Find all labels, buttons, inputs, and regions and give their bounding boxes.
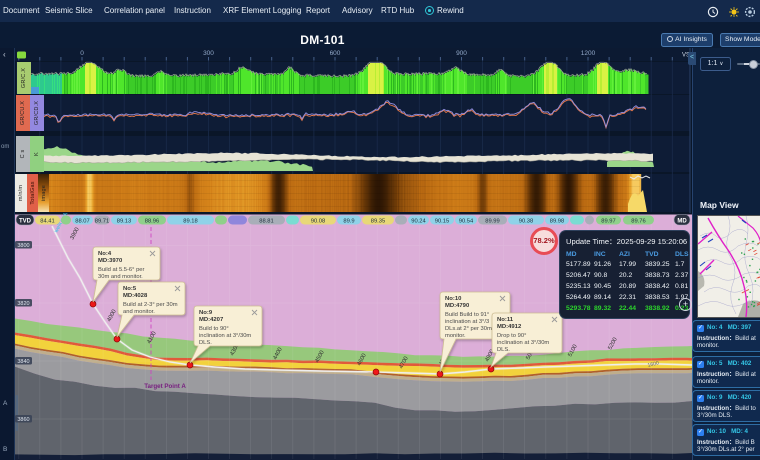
svg-text:3820: 3820	[17, 301, 29, 307]
svg-text:No:5: No:5	[123, 286, 137, 292]
svg-text:4500: 4500	[314, 350, 325, 364]
svg-text:4900: 4900	[484, 349, 495, 363]
svg-text:89.71: 89.71	[95, 218, 110, 224]
svg-text:3860: 3860	[17, 417, 29, 423]
svg-text:89.18: 89.18	[183, 218, 198, 224]
svg-text:900: 900	[456, 50, 467, 57]
svg-text:Target Point A: Target Point A	[144, 383, 186, 390]
svg-text:DLS.: DLS.	[497, 347, 510, 353]
svg-text:4000: 4000	[106, 309, 117, 323]
svg-text:inclination at 3°/30m: inclination at 3°/30m	[199, 333, 251, 339]
svg-text:89.35: 89.35	[371, 218, 386, 224]
svg-text:inclination at 3°/30m: inclination at 3°/30m	[497, 340, 549, 346]
svg-text:4100: 4100	[146, 331, 157, 345]
svg-text:MD: MD	[677, 219, 687, 225]
svg-text:TVD: TVD	[19, 219, 32, 225]
svg-text:600: 600	[330, 50, 341, 57]
svg-text:89.99: 89.99	[485, 218, 500, 224]
svg-text:90.08: 90.08	[311, 218, 326, 224]
svg-text:DLS.: DLS.	[199, 340, 212, 346]
svg-text:89.76: 89.76	[631, 218, 646, 224]
svg-text:No:4: No:4	[98, 251, 112, 257]
svg-text:MD:4028: MD:4028	[123, 293, 148, 299]
svg-text:90.15: 90.15	[435, 218, 450, 224]
svg-text:4300: 4300	[229, 343, 240, 357]
svg-text:monitor.: monitor.	[445, 333, 466, 339]
svg-text:Drop to 90°: Drop to 90°	[497, 333, 526, 339]
svg-text:MD:4912: MD:4912	[497, 324, 522, 330]
svg-text:5000: 5000	[525, 347, 536, 361]
svg-text:89.9: 89.9	[343, 218, 354, 224]
svg-text:5200: 5200	[607, 337, 618, 351]
svg-text:Build Build to 91°: Build Build to 91°	[445, 312, 489, 318]
svg-text:Build at 2-3° per 30m: Build at 2-3° per 30m	[123, 302, 178, 308]
svg-text:4700: 4700	[398, 356, 409, 370]
svg-text:89.98: 89.98	[550, 218, 565, 224]
svg-text:MD:4207: MD:4207	[199, 317, 224, 323]
svg-text:0: 0	[80, 50, 84, 57]
svg-text:84.41: 84.41	[40, 218, 55, 224]
svg-text:89.97: 89.97	[601, 218, 616, 224]
svg-text:88.96: 88.96	[145, 218, 160, 224]
svg-text:Build to 90°: Build to 90°	[199, 326, 229, 332]
svg-text:90.54: 90.54	[459, 218, 474, 224]
svg-text:3900: 3900	[69, 227, 80, 241]
svg-text:88.07: 88.07	[75, 218, 90, 224]
svg-text:Build at 5.5-6° per: Build at 5.5-6° per	[98, 267, 145, 273]
svg-text:3800: 3800	[17, 243, 29, 249]
svg-text:88.81: 88.81	[259, 218, 274, 224]
svg-text:No:11: No:11	[497, 317, 514, 323]
svg-text:inclination at 3°/3: inclination at 3°/3	[445, 319, 489, 325]
svg-text:89.13: 89.13	[117, 218, 132, 224]
svg-text:4600: 4600	[356, 353, 367, 367]
svg-text:4400: 4400	[272, 347, 283, 361]
svg-text:No:10: No:10	[445, 296, 462, 302]
svg-text:3840: 3840	[17, 359, 29, 365]
svg-text:DLs.at 2° per 30m: DLs.at 2° per 30m	[445, 326, 492, 332]
svg-text:5100: 5100	[567, 344, 578, 358]
svg-text:30m and monitor.: 30m and monitor.	[98, 274, 143, 280]
svg-text:90.24: 90.24	[411, 218, 426, 224]
svg-text:and monitor.: and monitor.	[123, 309, 155, 315]
svg-text:No:9: No:9	[199, 310, 213, 316]
svg-text:MD:4790: MD:4790	[445, 303, 470, 309]
svg-text:VS: VS	[682, 53, 690, 59]
svg-text:1600: 1600	[647, 360, 660, 369]
svg-text:MD:3970: MD:3970	[98, 258, 123, 264]
svg-text:90.38: 90.38	[519, 218, 534, 224]
svg-text:1200: 1200	[581, 50, 596, 57]
svg-text:300: 300	[203, 50, 214, 57]
